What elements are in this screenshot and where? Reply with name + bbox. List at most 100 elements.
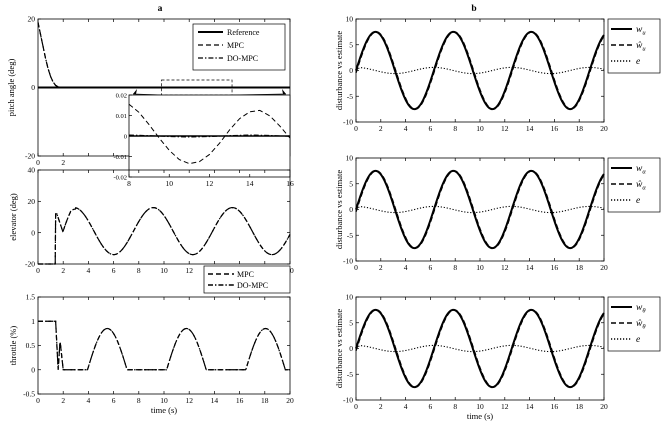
dist_theta-ytick-label: 0	[349, 344, 353, 353]
pitch-legend-label-2: DO-MPC	[227, 54, 258, 63]
throttle-xtick-label: 18	[261, 396, 269, 405]
dist_alpha-ytick-label: 10	[346, 154, 354, 163]
throttle-mpc-line	[38, 320, 290, 371]
throttle-ytick-label: -0.5	[23, 390, 35, 399]
dist_alpha-legend-subscript-1: α	[642, 185, 646, 192]
inset-ytick-label: 0.01	[116, 113, 127, 120]
dist_u-xtick-label: 14	[526, 124, 534, 133]
dist_u-xtick-label: 0	[354, 124, 358, 133]
pitch-legend-label-0: Reference	[227, 28, 260, 37]
inset-do-mpc-line	[128, 134, 291, 138]
dist_u-xtick-label: 18	[575, 124, 583, 133]
elevator-xtick-label: 10	[160, 266, 168, 275]
throttle-xtick-label: 4	[87, 396, 91, 405]
dist_alpha-legend-subscript-0: α	[642, 169, 646, 176]
dist_u-xtick-label: 6	[429, 124, 433, 133]
dist_u-xtick-label: 8	[453, 124, 457, 133]
elevator-xtick-label: 2	[61, 266, 65, 275]
inset-mpc-line	[128, 103, 291, 165]
dist_u-ytick-label: 10	[346, 15, 354, 24]
elevator-xtick-label: 6	[112, 266, 116, 275]
dist_alpha-legend-label-0: wα	[636, 164, 646, 176]
dist_u-ytick-label: 5	[349, 40, 353, 49]
dist_alpha-legend-symbol-1: ŵ	[636, 180, 643, 190]
throttle-ytick-label: 1	[31, 317, 35, 326]
elevator-legend-label-1: DO-MPC	[237, 281, 268, 290]
elevator-ylabel: elevator (deg)	[8, 193, 18, 241]
dist_alpha-legend-symbol-2: e	[636, 196, 640, 206]
pitch-ytick-label: -20	[25, 152, 35, 161]
throttle-do-mpc-line	[38, 320, 290, 371]
dist_u-ylabel: disturbance vs estimate	[334, 31, 344, 111]
dist_alpha-xtick-label: 12	[501, 263, 509, 272]
panel-a-title: a	[158, 4, 163, 14]
inset-xtick-label: 10	[166, 179, 174, 188]
throttle-ytick-label: 0	[31, 365, 35, 374]
inset-xtick-label: 14	[246, 179, 254, 188]
dist_alpha-xtick-label: 18	[575, 263, 583, 272]
dist_alpha-legend-label-2: e	[636, 196, 640, 206]
panel-b-label: b	[471, 4, 476, 14]
dist_u-legend-label-1: ŵu	[636, 41, 646, 53]
dist_theta-ytick-label: 10	[346, 293, 354, 302]
dist_theta-xtick-label: 12	[501, 402, 509, 411]
dist_alpha-ylabel: disturbance vs estimate	[334, 170, 344, 250]
pitch-xtick-label: 0	[36, 158, 40, 167]
dist_theta-legend-symbol-0: w	[636, 303, 643, 313]
dist_u-true-line	[355, 30, 605, 111]
inset-ytick-label: 0	[124, 134, 127, 141]
dist_u-ytick-label: -5	[347, 92, 353, 101]
inset-ytick-label: 0.02	[116, 93, 127, 100]
dist_alpha-ytick-label: 5	[349, 179, 353, 188]
panel-b-title: b	[471, 4, 476, 14]
dist_theta-ytick-label: -5	[347, 370, 353, 379]
dist_theta-xtick-label: 2	[379, 402, 383, 411]
dist_u-xtick-label: 4	[404, 124, 408, 133]
dist_u-legend-subscript-0: u	[642, 30, 646, 37]
dist_theta-legend-symbol-1: ŵ	[636, 319, 643, 329]
elevator-legend-box	[203, 265, 291, 294]
dist_alpha-xtick-label: 8	[453, 263, 457, 272]
dist_u-xtick-label: 2	[379, 124, 383, 133]
dist_theta-xtick-label: 18	[575, 402, 583, 411]
elevator-xtick-label: 12	[185, 266, 193, 275]
dist_u-legend-label-0: wu	[636, 25, 646, 37]
dist_u-estimate-line	[355, 31, 605, 110]
throttle-ylabel: throttle (%)	[8, 326, 18, 366]
pitch-series-1	[37, 22, 290, 89]
dist_theta-legend-symbol-2: e	[636, 335, 640, 345]
elevator-ytick-label: 20	[28, 197, 36, 206]
dist_u-xtick-label: 20	[600, 124, 608, 133]
dist_theta-legend-label-1: ŵθ	[636, 319, 646, 331]
inset-xtick-label: 8	[127, 179, 131, 188]
dist_u-xtick-label: 10	[476, 124, 484, 133]
dist_theta-xtick-label: 0	[354, 402, 358, 411]
dist_theta-xtick-label: 10	[476, 402, 484, 411]
dist_u-legend-subscript-1: u	[642, 46, 646, 53]
elevator-mpc-line	[38, 206, 291, 265]
dist_u-error-line	[355, 66, 605, 75]
elevator-ytick-label: 40	[28, 166, 36, 175]
dist_alpha-xtick-label: 20	[600, 263, 608, 272]
dist_u-xtick-label: 12	[501, 124, 509, 133]
elevator-ytick-label: -20	[25, 260, 35, 269]
dist_theta-legend-label-2: e	[636, 335, 640, 345]
throttle-xtick-label: 6	[112, 396, 116, 405]
dist_alpha-estimate-line	[355, 170, 605, 249]
throttle-ytick-label: 0.5	[26, 341, 36, 350]
dist_theta-legend-subscript-1: θ	[642, 324, 646, 331]
dist_theta-xtick-label: 6	[429, 402, 433, 411]
dist_theta-legend-subscript-0: θ	[642, 308, 646, 315]
throttle-xtick-label: 8	[137, 396, 141, 405]
dist_theta-xtick-label: 14	[526, 402, 534, 411]
dist_u-xtick-label: 16	[551, 124, 559, 133]
dist_theta-ytick-label: 5	[349, 318, 353, 327]
throttle-xtick-label: 0	[36, 396, 40, 405]
panel-a-label: a	[158, 4, 163, 14]
